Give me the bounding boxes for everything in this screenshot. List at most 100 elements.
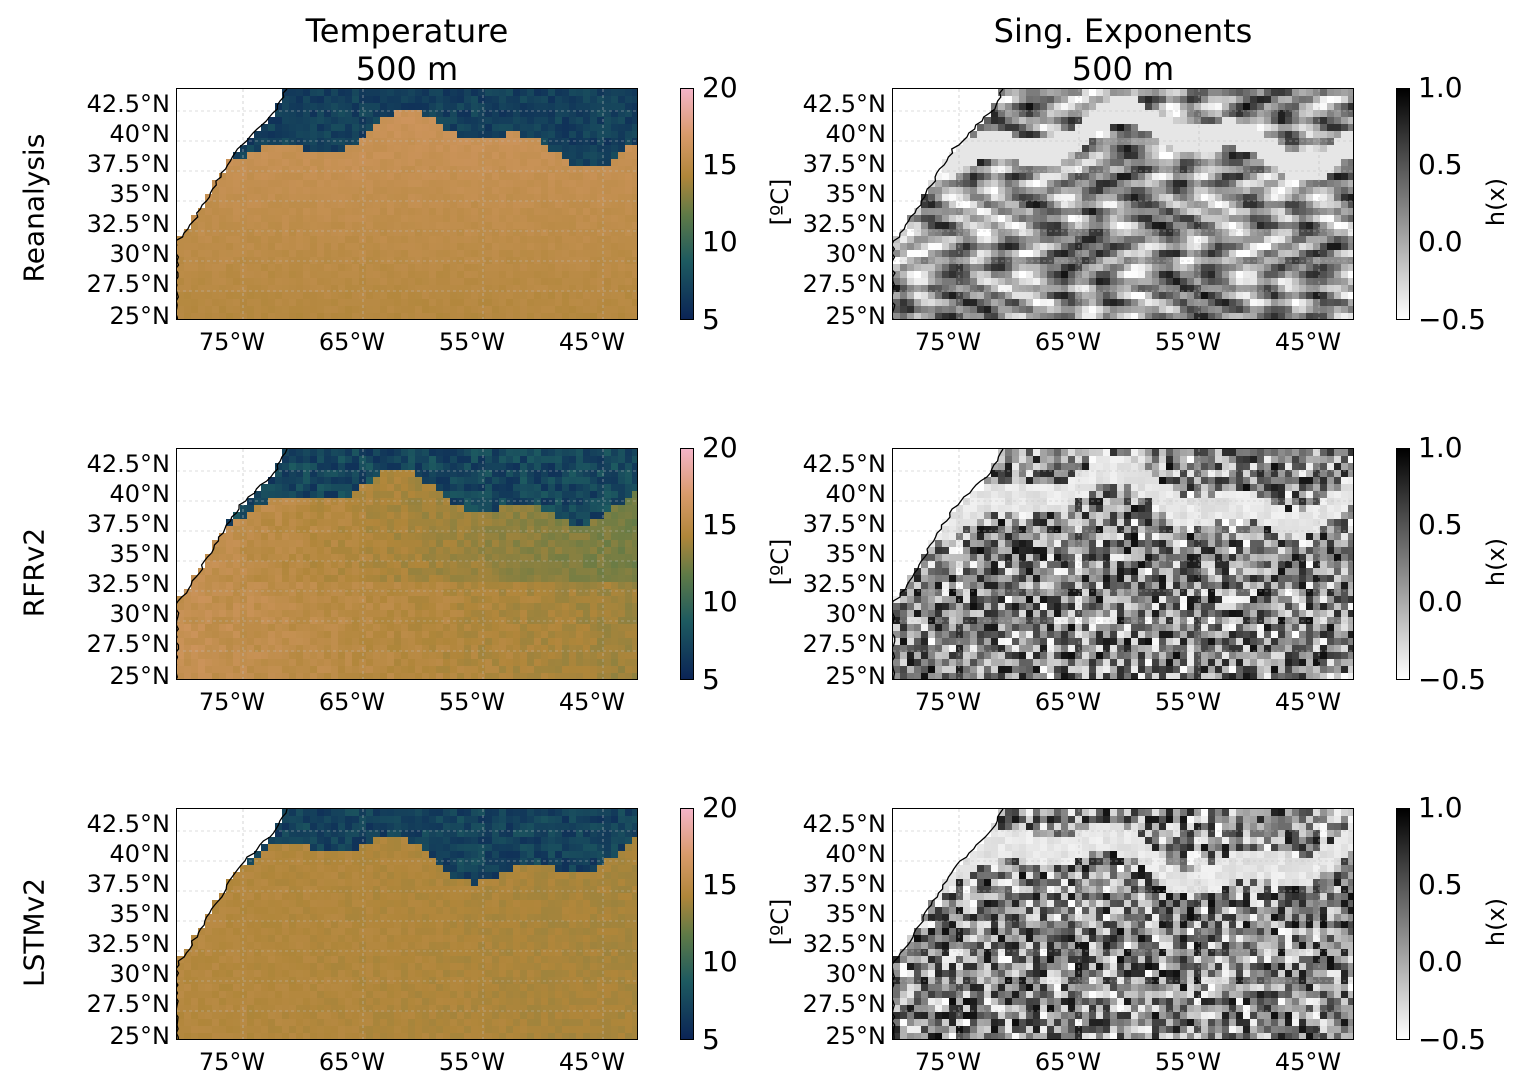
heatmap-cell: [436, 138, 443, 145]
heatmap-cell: [1348, 299, 1353, 306]
heatmap-cell: [1292, 145, 1299, 152]
heatmap-cell: [1187, 257, 1194, 264]
heatmap-cell: [1271, 145, 1278, 152]
heatmap-cell: [513, 285, 520, 292]
heatmap-cell: [1194, 271, 1201, 278]
heatmap-cell: [436, 526, 443, 533]
heatmap-cell: [569, 173, 576, 180]
heatmap-cell: [212, 306, 219, 313]
heatmap-cell: [317, 173, 324, 180]
heatmap-cell: [583, 89, 590, 96]
heatmap-cell: [1110, 131, 1117, 138]
heatmap-cell: [1047, 89, 1054, 96]
heatmap-cell: [506, 201, 513, 208]
heatmap-cell: [1257, 187, 1264, 194]
heatmap-cell: [450, 533, 457, 540]
heatmap-cell: [289, 498, 296, 505]
heatmap-cell: [1229, 173, 1236, 180]
heatmap-cell: [1026, 229, 1033, 236]
heatmap-cell: [590, 456, 597, 463]
heatmap-cell: [1054, 201, 1061, 208]
heatmap-cell: [408, 526, 415, 533]
heatmap-cell: [1236, 229, 1243, 236]
heatmap-cell: [618, 533, 625, 540]
heatmap-cell: [1208, 292, 1215, 299]
heatmap-cell: [359, 456, 366, 463]
heatmap-cell: [541, 110, 548, 117]
heatmap-cell: [942, 243, 949, 250]
heatmap-cell: [977, 152, 984, 159]
heatmap-cell: [373, 208, 380, 215]
heatmap-cell: [1271, 313, 1278, 319]
heatmap-cell: [1089, 292, 1096, 299]
heatmap-cell: [1222, 285, 1229, 292]
heatmap-cell: [352, 292, 359, 299]
heatmap-cell: [485, 278, 492, 285]
heatmap-cell: [513, 299, 520, 306]
heatmap-cell: [359, 138, 366, 145]
heatmap-cell: [921, 271, 928, 278]
heatmap-cell: [499, 533, 506, 540]
heatmap-cell: [212, 187, 219, 194]
heatmap-cell: [1047, 236, 1054, 243]
heatmap-cell: [1313, 222, 1320, 229]
heatmap-cell: [541, 264, 548, 271]
heatmap-cell: [394, 456, 401, 463]
heatmap-cell: [289, 463, 296, 470]
heatmap-cell: [998, 243, 1005, 250]
heatmap-cell: [380, 540, 387, 547]
heatmap-cell: [331, 498, 338, 505]
heatmap-cell: [1229, 201, 1236, 208]
heatmap-cell: [485, 533, 492, 540]
heatmap-cell: [338, 484, 345, 491]
heatmap-cell: [499, 257, 506, 264]
heatmap-cell: [1313, 103, 1320, 110]
heatmap-cell: [198, 285, 205, 292]
heatmap-cell: [1194, 215, 1201, 222]
heatmap-cell: [1005, 285, 1012, 292]
heatmap-cell: [1264, 96, 1271, 103]
heatmap-cell: [338, 243, 345, 250]
heatmap-cell: [625, 222, 632, 229]
heatmap-cell: [1180, 215, 1187, 222]
heatmap-cell: [1089, 278, 1096, 285]
heatmap-cell: [1145, 250, 1152, 257]
heatmap-cell: [1089, 243, 1096, 250]
heatmap-cell: [436, 456, 443, 463]
heatmap-cell: [576, 540, 583, 547]
heatmap-cell: [415, 236, 422, 243]
heatmap-cell: [443, 159, 450, 166]
heatmap-cell: [1348, 124, 1353, 131]
heatmap-cell: [1278, 313, 1285, 319]
heatmap-cell: [569, 533, 576, 540]
heatmap-cell: [1005, 236, 1012, 243]
heatmap-cell: [1348, 159, 1353, 166]
heatmap-cell: [1026, 159, 1033, 166]
heatmap-cell: [1117, 173, 1124, 180]
heatmap-cell: [1194, 257, 1201, 264]
heatmap-cell: [1341, 250, 1348, 257]
heatmap-cell: [387, 456, 394, 463]
heatmap-cell: [520, 299, 527, 306]
heatmap-cell: [268, 250, 275, 257]
heatmap-cell: [520, 306, 527, 313]
heatmap-cell: [394, 96, 401, 103]
heatmap-cell: [1040, 306, 1047, 313]
heatmap-cell: [1019, 271, 1026, 278]
heatmap-cell: [429, 512, 436, 519]
heatmap-cell: [1047, 201, 1054, 208]
heatmap-cell: [457, 512, 464, 519]
heatmap-cell: [247, 505, 254, 512]
heatmap-cell: [324, 306, 331, 313]
heatmap-cell: [520, 519, 527, 526]
heatmap-cell: [338, 477, 345, 484]
heatmap-cell: [520, 498, 527, 505]
heatmap-cell: [240, 512, 247, 519]
heatmap-cell: [1047, 208, 1054, 215]
heatmap-cell: [401, 285, 408, 292]
heatmap-cell: [590, 498, 597, 505]
heatmap-cell: [457, 145, 464, 152]
heatmap-cell: [942, 271, 949, 278]
heatmap-cell: [464, 222, 471, 229]
heatmap-cell: [956, 215, 963, 222]
